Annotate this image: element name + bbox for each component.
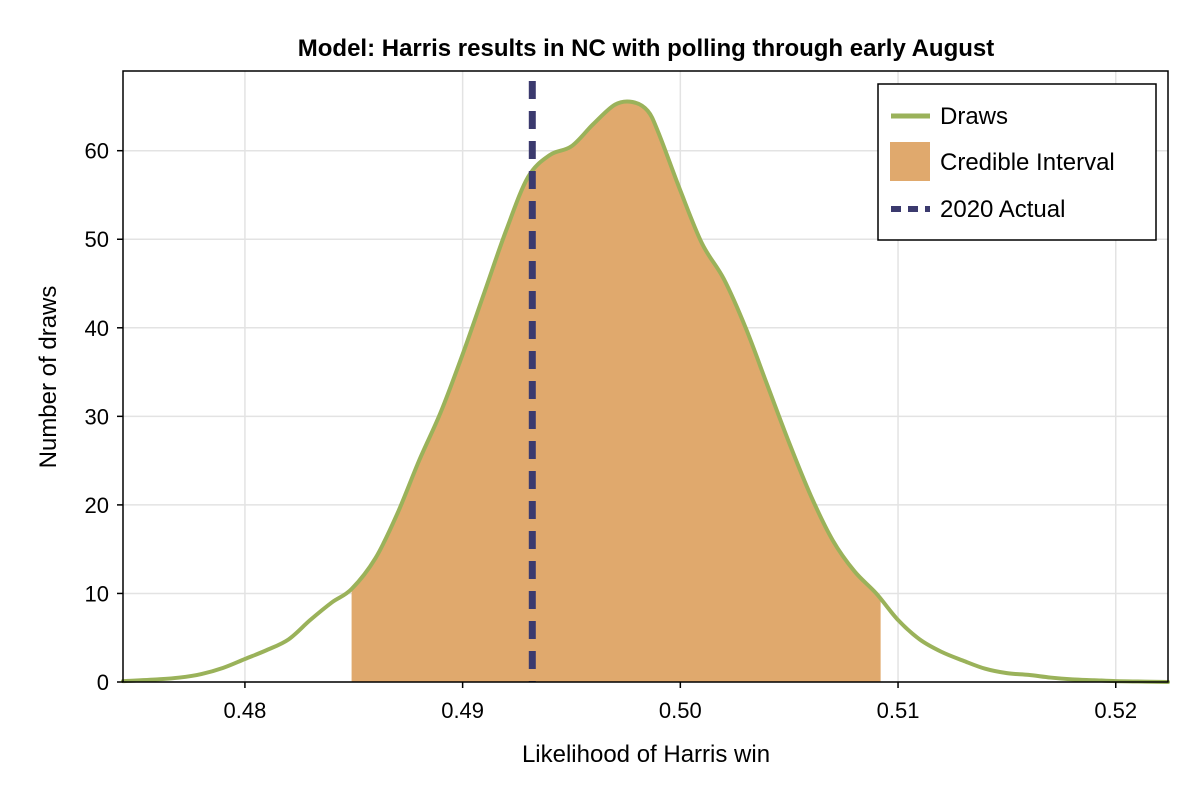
legend-draws-label: Draws [940,103,1008,130]
chart-title: Model: Harris results in NC with polling… [298,35,994,62]
legend-credible-interval-label: Credible Interval [940,149,1115,176]
tick-layer: 0.48 0.49 0.50 0.51 0.52 0 10 20 30 40 50 60 [85,139,1138,723]
y-tick-label: 50 [85,227,109,252]
data-layer [121,81,1170,684]
x-tick-label: 0.48 [224,698,267,723]
credible-interval-band [351,101,881,683]
draws-density-line [121,99,1170,684]
y-tick-label: 0 [97,670,109,695]
x-tick-label: 0.52 [1094,698,1137,723]
y-tick-label: 30 [85,404,109,429]
y-axis-title: Number of draws [35,286,62,469]
legend-credible-interval-swatch [890,142,930,181]
legend: Draws Credible Interval 2020 Actual [877,83,1157,241]
x-tick-label: 0.49 [441,698,484,723]
y-tick-label: 10 [85,581,109,606]
x-tick-label: 0.50 [659,698,702,723]
legend-actual-label: 2020 Actual [940,196,1065,223]
plot-frame [122,70,1169,683]
y-tick-label: 20 [85,493,109,518]
y-tick-label: 60 [85,139,109,164]
x-axis-title: Likelihood of Harris win [522,741,770,768]
x-tick-label: 0.51 [877,698,920,723]
y-tick-label: 40 [85,316,109,341]
